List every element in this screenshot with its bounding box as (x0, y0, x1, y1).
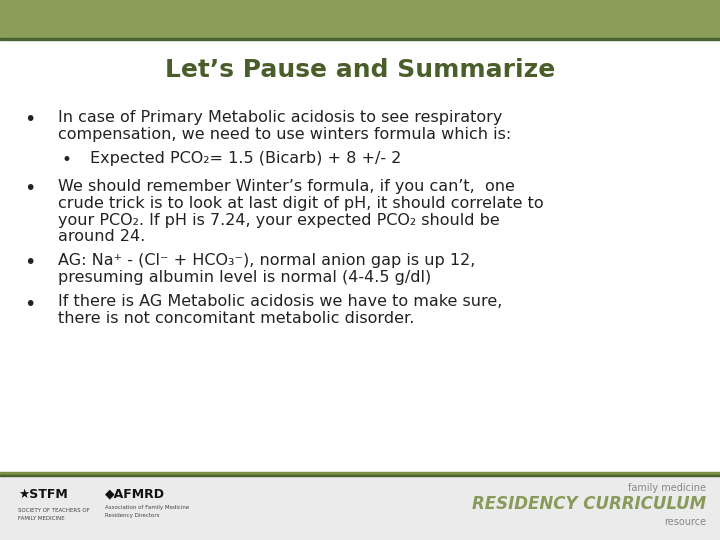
Text: AG: Na⁺ - (Cl⁻ + HCO₃⁻), normal anion gap is up 12,: AG: Na⁺ - (Cl⁻ + HCO₃⁻), normal anion ga… (58, 253, 475, 268)
Bar (0, 38, 720, 40)
Text: family medicine: family medicine (628, 483, 706, 493)
Text: SOCIETY OF TEACHERS OF: SOCIETY OF TEACHERS OF (18, 508, 90, 512)
Text: RESIDENCY CURRICULUM: RESIDENCY CURRICULUM (472, 495, 706, 513)
Text: In case of Primary Metabolic acidosis to see respiratory: In case of Primary Metabolic acidosis to… (58, 110, 503, 125)
Text: ◆AFMRD: ◆AFMRD (105, 488, 165, 501)
Bar (0, 0, 720, 38)
Text: your PCO₂. If pH is 7.24, your expected PCO₂ should be: your PCO₂. If pH is 7.24, your expected … (58, 213, 500, 227)
Text: Association of Family Medicine: Association of Family Medicine (105, 505, 189, 510)
Text: Expected PCO₂= 1.5 (Bicarb) + 8 +/- 2: Expected PCO₂= 1.5 (Bicarb) + 8 +/- 2 (90, 151, 401, 166)
Text: ★STFM: ★STFM (18, 488, 68, 501)
Text: If there is AG Metabolic acidosis we have to make sure,: If there is AG Metabolic acidosis we hav… (58, 294, 503, 309)
Text: We should remember Winter’s formula, if you can’t,  one: We should remember Winter’s formula, if … (58, 179, 515, 194)
Bar (0, 475, 720, 476)
Bar (0, 472, 720, 540)
Text: •: • (24, 179, 36, 199)
Text: resource: resource (664, 517, 706, 527)
Text: there is not concomitant metabolic disorder.: there is not concomitant metabolic disor… (58, 311, 415, 326)
Text: •: • (24, 110, 36, 129)
Text: Let’s Pause and Summarize: Let’s Pause and Summarize (165, 58, 555, 82)
Bar (0, 472, 720, 475)
Text: •: • (24, 294, 36, 314)
Text: around 24.: around 24. (58, 229, 145, 244)
Text: Residency Directors: Residency Directors (105, 514, 160, 518)
Text: compensation, we need to use winters formula which is:: compensation, we need to use winters for… (58, 126, 511, 141)
Text: crude trick is to look at last digit of pH, it should correlate to: crude trick is to look at last digit of … (58, 196, 544, 211)
Text: •: • (24, 253, 36, 273)
Text: presuming albumin level is normal (4-4.5 g/dl): presuming albumin level is normal (4-4.5… (58, 270, 431, 285)
Text: FAMILY MEDICINE: FAMILY MEDICINE (18, 516, 65, 521)
Text: •: • (61, 151, 71, 169)
